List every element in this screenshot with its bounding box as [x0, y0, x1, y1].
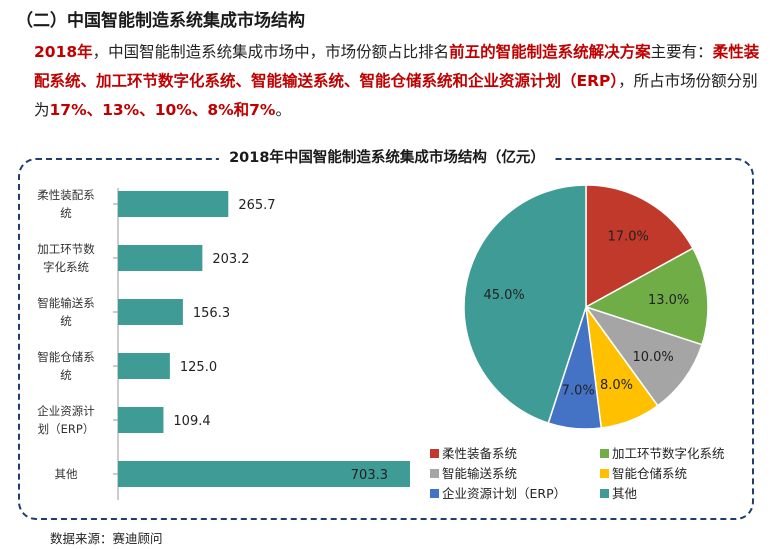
- bar-value-label: 125.0: [180, 360, 217, 375]
- bar-value-label: 703.3: [351, 468, 388, 483]
- intro-text-1: ，中国智能制造系统集成市场中，市场份额占比排名: [92, 43, 450, 61]
- bar-value-label: 203.2: [212, 252, 249, 267]
- pie-slice-label: 45.0%: [483, 288, 524, 303]
- bar-value-label: 109.4: [173, 414, 210, 429]
- legend-entry: 智能输送系统: [442, 466, 517, 481]
- bar-category-label: 企业资源计: [37, 404, 95, 418]
- bar-0: [118, 191, 229, 217]
- intro-highlight-systems: 柔性装配系统、加工环节数字化系统、智能输送系统、智能仓储系统和企业资源计划（ER…: [34, 43, 760, 90]
- bar-category-label: 柔性装配系: [37, 188, 95, 202]
- legend-swatch: [430, 489, 439, 498]
- pie-slice-label: 10.0%: [632, 350, 673, 365]
- bar-value-label: 265.7: [238, 198, 275, 213]
- bar-value-label: 156.3: [193, 306, 230, 321]
- bar-3: [118, 353, 170, 379]
- section-title: （二）中国智能制造系统集成市场结构: [16, 11, 305, 31]
- intro-highlight-shares: 17%、13%、10%、8%和7%: [49, 101, 276, 119]
- intro-text-3: ，所占市场份额分别为: [34, 72, 758, 119]
- bar-category-label: 统: [60, 206, 72, 220]
- pie-slice-label: 17.0%: [608, 230, 649, 245]
- bar-4: [118, 407, 164, 433]
- bar-category-label: 其他: [55, 467, 78, 481]
- data-source: 数据来源：赛迪顾问: [50, 531, 163, 546]
- intro-year: 2018年: [34, 43, 93, 61]
- legend-swatch: [430, 469, 439, 478]
- bar-2: [118, 299, 183, 325]
- bar-5: [118, 461, 410, 487]
- intro-paragraph: 2018年，中国智能制造系统集成市场中，市场份额占比排名前五的智能制造系统解决方…: [34, 38, 760, 125]
- bar-category-label: 划（ERP）: [38, 422, 95, 436]
- legend-entry: 智能仓储系统: [612, 466, 687, 481]
- legend-entry: 企业资源计划（ERP）: [442, 486, 566, 501]
- intro-highlight-top5: 前五的智能制造系统解决方案: [449, 43, 651, 61]
- bar-category-label: 智能仓储系: [37, 350, 95, 364]
- pie-slice-label: 8.0%: [600, 378, 633, 393]
- legend-swatch: [600, 489, 609, 498]
- bar-category-label: 加工环节数: [37, 242, 95, 256]
- intro-text-4: 。: [275, 101, 291, 119]
- pie-slice-label: 7.0%: [562, 384, 595, 399]
- legend-entry: 柔性装备系统: [442, 446, 517, 461]
- bar-1: [118, 245, 203, 271]
- legend-entry: 加工环节数字化系统: [612, 446, 725, 461]
- legend-swatch: [600, 449, 609, 458]
- pie-slice-1: [584, 247, 709, 346]
- bar-category-label: 字化系统: [43, 260, 89, 274]
- bar-category-label: 统: [60, 368, 72, 382]
- intro-text-2: 主要有：: [650, 43, 713, 61]
- legend-swatch: [600, 469, 609, 478]
- legend-swatch: [430, 449, 439, 458]
- bar-category-label: 统: [60, 314, 72, 328]
- bar-category-label: 智能输送系: [37, 296, 95, 310]
- legend-entry: 其他: [612, 486, 638, 501]
- pie-slice-label: 13.0%: [648, 293, 689, 308]
- pie-slice-2: [584, 305, 703, 407]
- pie-slice-5: [463, 184, 587, 424]
- pie-slice-0: [585, 184, 694, 309]
